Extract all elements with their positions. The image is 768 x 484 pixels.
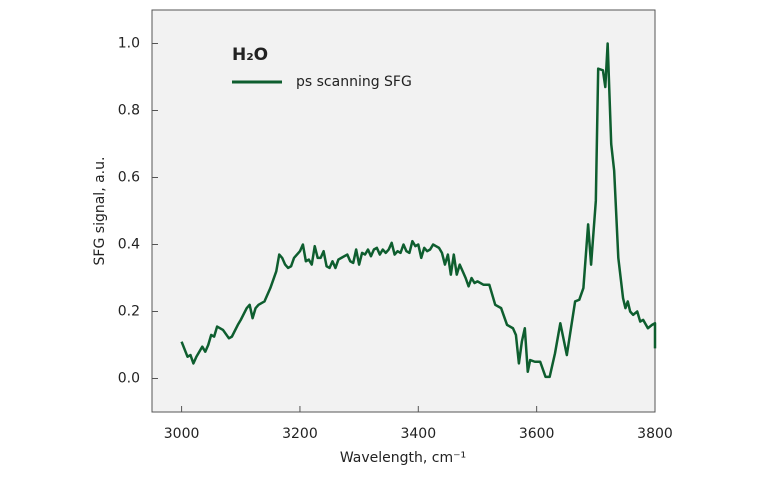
x-tick-label: 3000 [164, 426, 200, 442]
y-tick-label: 0.4 [118, 237, 140, 253]
x-tick-label: 3800 [637, 426, 673, 442]
legend-title: H₂O [232, 45, 268, 65]
plot-area [151, 9, 656, 413]
y-tick-label: 0.6 [118, 170, 140, 186]
x-tick-label: 3600 [519, 426, 555, 442]
x-tick-label: 3200 [282, 426, 318, 442]
y-tick-label: 0.2 [118, 304, 140, 320]
y-tick-label: 0.0 [118, 371, 140, 387]
legend-label: ps scanning SFG [296, 74, 412, 90]
x-axis-label: Wavelength, cm⁻¹ [340, 450, 466, 466]
y-axis-label: SFG signal, a.u. [92, 157, 108, 266]
data-line [180, 42, 657, 379]
x-tick-label: 3400 [400, 426, 436, 442]
y-tick-label: 0.8 [118, 103, 140, 119]
y-tick-label: 1.0 [118, 36, 140, 52]
